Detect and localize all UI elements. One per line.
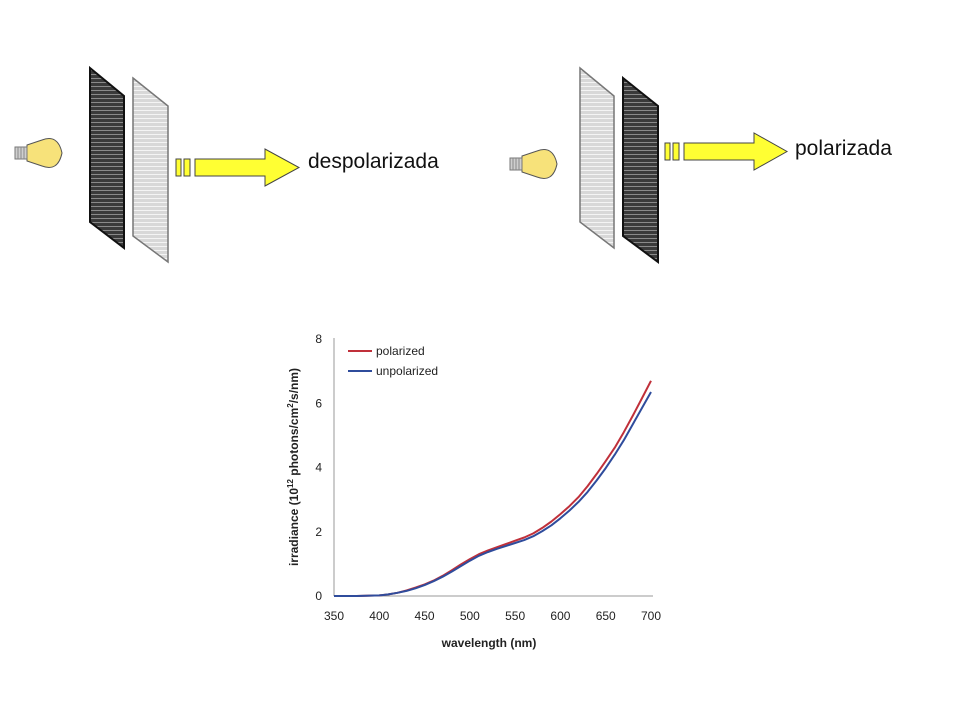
- x-tick-label: 500: [460, 609, 480, 623]
- series-line-unpolarized: [334, 391, 652, 597]
- y-axis-title-part: /s/nm): [287, 368, 301, 403]
- y-tick-labels: 0 2 4 6 8: [315, 332, 322, 603]
- series-line-polarized: [334, 380, 652, 597]
- left-setup: [14, 65, 301, 264]
- irradiance-chart: 350 400 450 500 550 600 650 700 0 2 4 6 8 polarized…: [286, 332, 661, 650]
- series-lines: [334, 380, 652, 597]
- y-axis-title-part: photons/cm: [287, 408, 301, 479]
- y-tick-label: 6: [315, 396, 322, 410]
- x-tick-label: 400: [369, 609, 389, 623]
- right-setup: [509, 66, 789, 264]
- y-tick-label: 2: [315, 525, 322, 539]
- depolarized-label: despolarizada: [308, 150, 439, 173]
- x-tick-label: 600: [550, 609, 570, 623]
- y-tick-label: 4: [315, 461, 322, 475]
- y-tick-label: 0: [315, 589, 322, 603]
- light-bulb-icon: [509, 149, 558, 179]
- y-axis-title-exponent: 12: [286, 479, 295, 488]
- polarized-arrow: [664, 132, 789, 171]
- dark-polarizer-filter: [622, 75, 659, 264]
- depolarized-arrow: [175, 148, 301, 187]
- legend-label-unpolarized: unpolarized: [376, 364, 438, 378]
- x-tick-label: 350: [324, 609, 344, 623]
- dark-polarizer-filter: [89, 65, 125, 251]
- x-axis-title: wavelength (nm): [441, 636, 537, 650]
- legend: polarized unpolarized: [348, 344, 438, 378]
- x-tick-label: 550: [505, 609, 525, 623]
- x-tick-label: 700: [641, 609, 661, 623]
- light-bulb-icon: [14, 138, 63, 168]
- legend-label-polarized: polarized: [376, 344, 425, 358]
- x-tick-label: 450: [415, 609, 435, 623]
- polarized-label: polarizada: [795, 137, 892, 160]
- light-polarizer-filter: [579, 66, 615, 250]
- y-axis-title: irradiance (1012 photons/cm2/s/nm): [286, 368, 301, 566]
- x-tick-labels: 350 400 450 500 550 600 650 700: [324, 609, 661, 623]
- x-tick-label: 650: [596, 609, 616, 623]
- y-axis-title-part: irradiance (10: [287, 488, 301, 566]
- y-axis-title-exponent: 2: [286, 403, 295, 408]
- light-polarizer-filter: [132, 76, 169, 264]
- y-tick-label: 8: [315, 332, 322, 346]
